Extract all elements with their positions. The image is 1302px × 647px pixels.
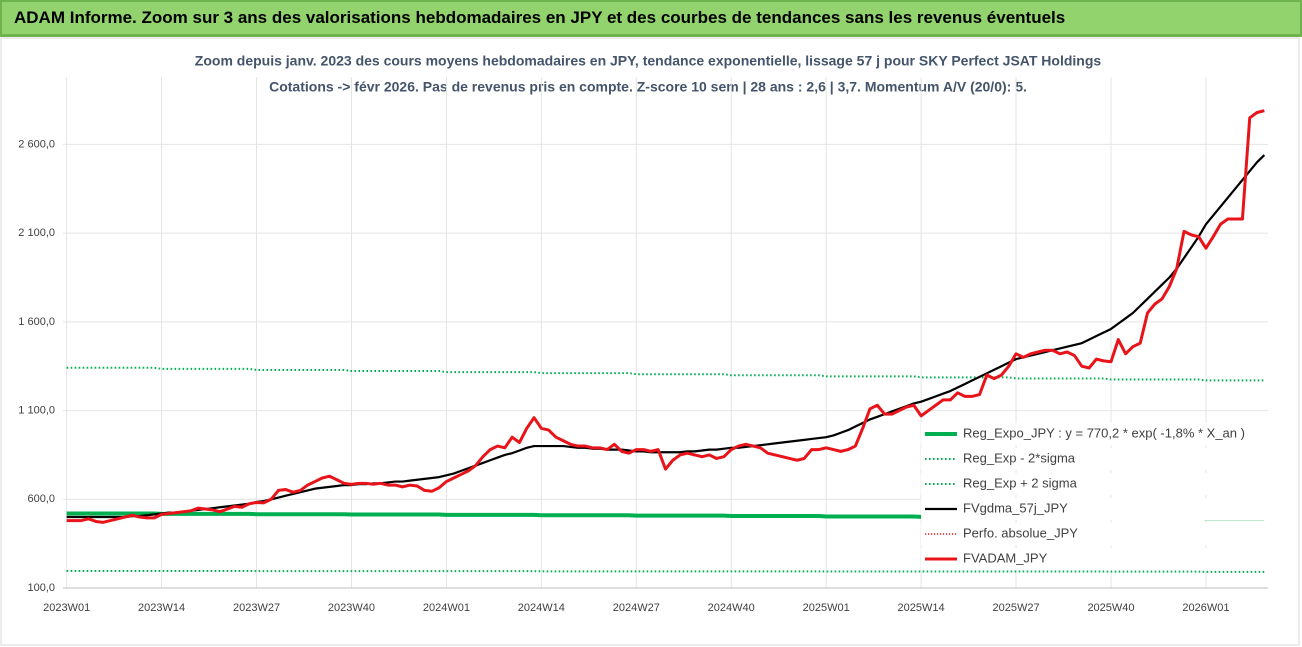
x-tick-label: 2024W14 (518, 602, 565, 614)
x-tick-label: 2023W14 (138, 602, 185, 614)
y-tick-label: 1 100,0 (18, 404, 55, 416)
x-tick-label: 2024W27 (613, 602, 660, 614)
legend-background (921, 523, 1271, 545)
header-title: ADAM Informe. Zoom sur 3 ans des valoris… (14, 8, 1066, 27)
legend-label: Reg_Exp + 2 sigma (963, 475, 1078, 490)
y-tick-label: 1 600,0 (18, 316, 55, 328)
header-bar: ADAM Informe. Zoom sur 3 ans des valoris… (0, 0, 1302, 37)
x-tick-label: 2026W01 (1182, 602, 1229, 614)
chart: Zoom depuis janv. 2023 des cours moyens … (0, 37, 1300, 646)
x-tick-label: 2024W01 (423, 602, 470, 614)
y-tick-label: 100,0 (27, 582, 55, 594)
x-tick-label: 2025W14 (898, 602, 945, 614)
chart-title: Zoom depuis janv. 2023 des cours moyens … (195, 53, 1102, 69)
series-line (66, 109, 1265, 524)
x-tick-label: 2023W27 (233, 602, 280, 614)
x-tick-label: 2023W40 (328, 602, 375, 614)
legend-label: Reg_Exp - 2*sigma (963, 450, 1076, 465)
legend-background (921, 448, 1271, 470)
legend-background (921, 498, 1271, 520)
legend-background (921, 548, 1271, 570)
y-tick-label: 2 600,0 (18, 138, 55, 150)
x-tick-label: 2024W40 (708, 602, 755, 614)
legend-label: FVgdma_57j_JPY (963, 500, 1068, 515)
x-tick-label: 2025W40 (1087, 602, 1134, 614)
y-tick-label: 2 100,0 (18, 227, 55, 239)
legend-background (921, 423, 1271, 445)
x-tick-label: 2023W01 (43, 602, 90, 614)
legend-label: Perfo. absolue_JPY (963, 525, 1078, 540)
legend-label: Reg_Expo_JPY : y = 770,2 * exp( -1,8% * … (963, 425, 1245, 440)
chart-subtitle: Cotations -> févr 2026. Pas de revenus p… (269, 79, 1027, 95)
y-tick-label: 600,0 (27, 493, 55, 505)
legend-label: FVADAM_JPY (963, 550, 1048, 565)
legend-background (921, 473, 1271, 495)
x-tick-label: 2025W01 (803, 602, 850, 614)
x-tick-label: 2025W27 (992, 602, 1039, 614)
